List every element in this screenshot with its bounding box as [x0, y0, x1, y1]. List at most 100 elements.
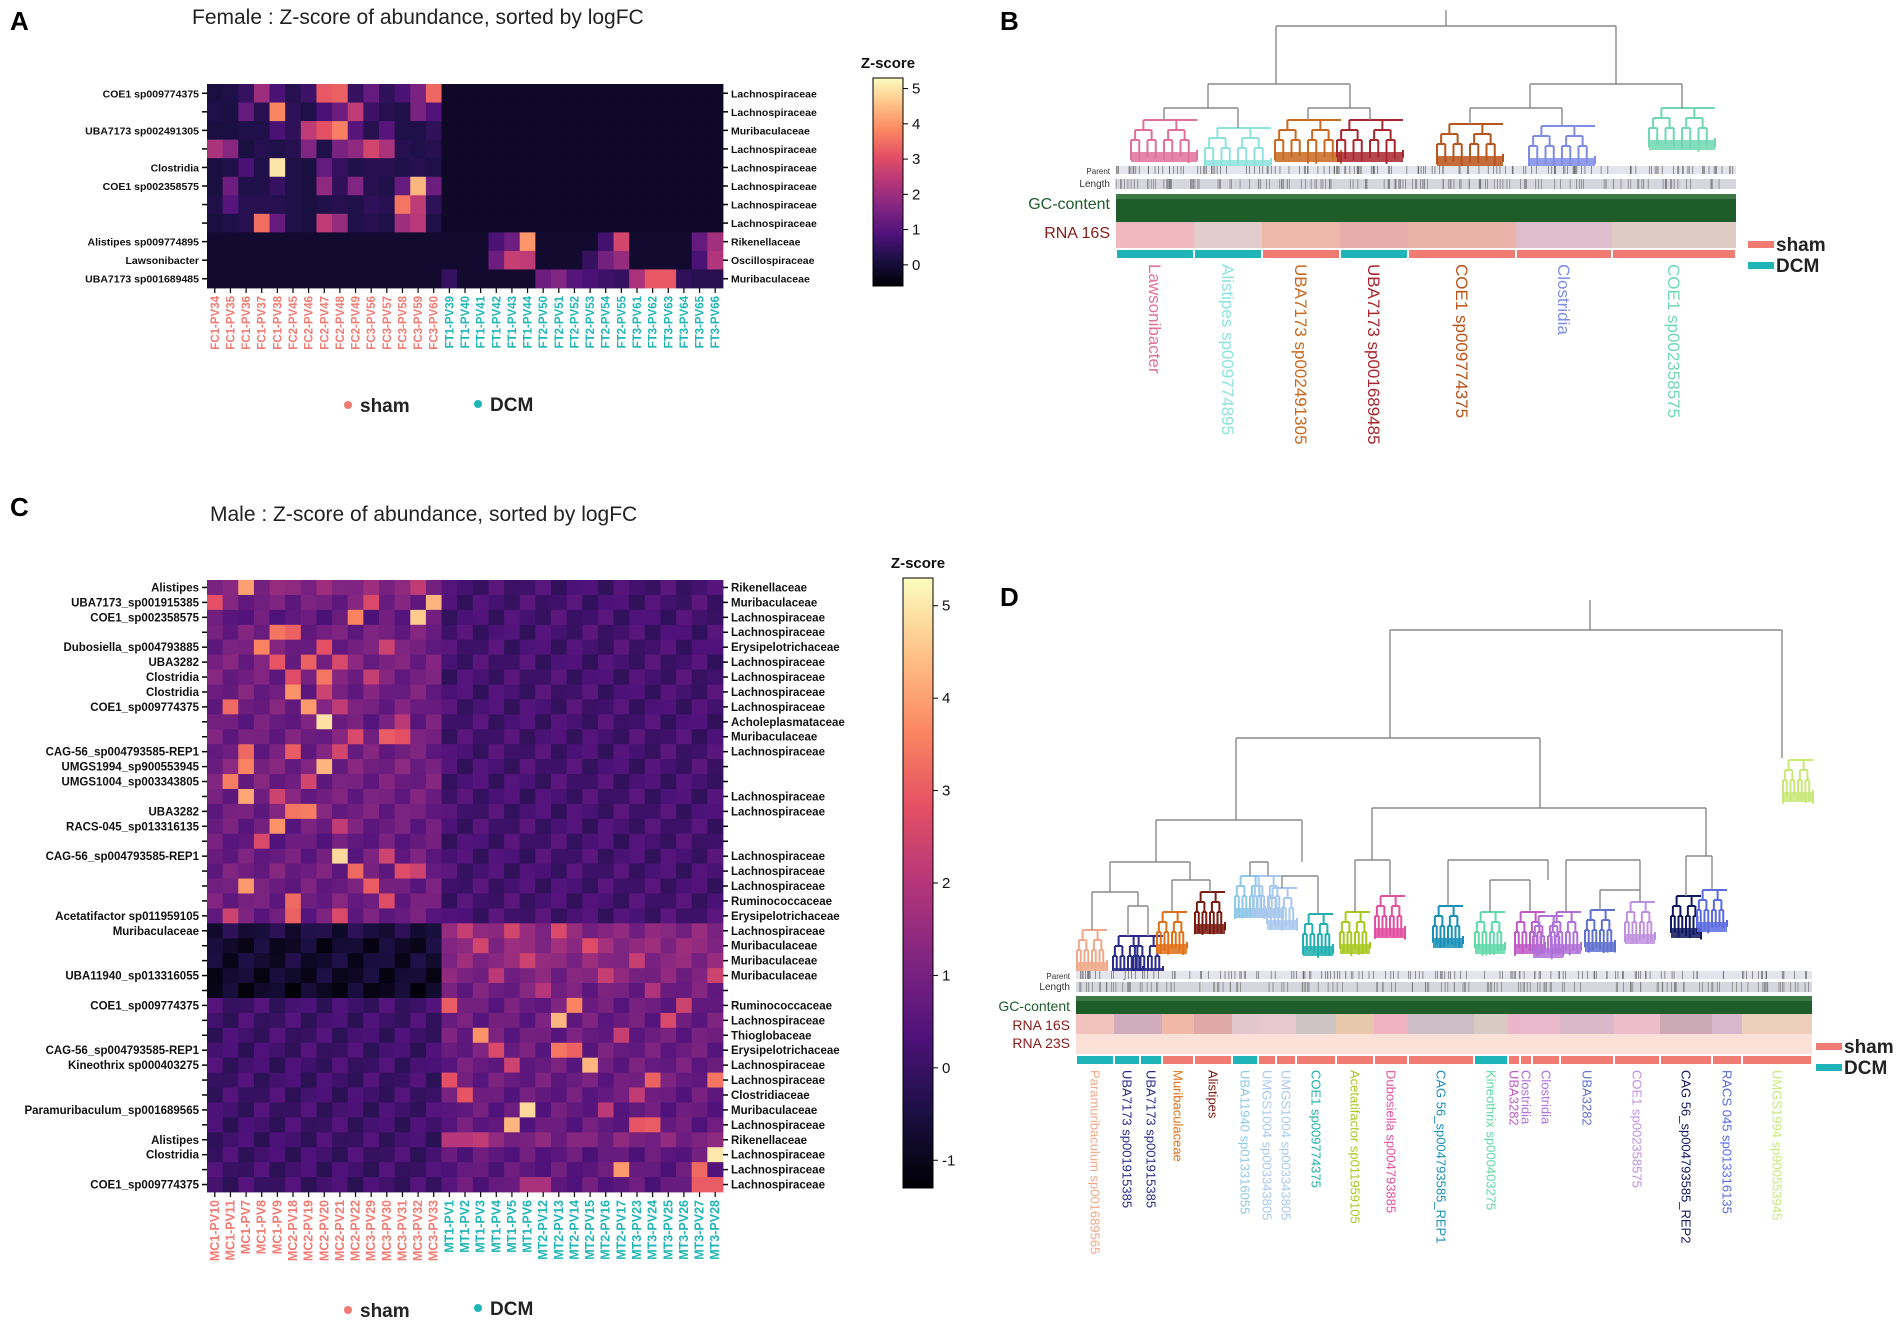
column-label: FC3-PV59 [413, 296, 425, 350]
leaf-mass [1551, 944, 1581, 954]
heatmap-cell [285, 669, 302, 685]
heatmap-cell [551, 624, 568, 641]
heatmap-cell [707, 863, 724, 879]
heatmap-cell [253, 699, 270, 715]
heatmap-cell [551, 1057, 568, 1073]
heatmap-cell [285, 908, 302, 924]
column-label: MC1-PV10 [208, 1200, 222, 1261]
heatmap-cell [566, 121, 583, 141]
heatmap-cell [597, 938, 614, 954]
heatmap-cell [222, 654, 239, 670]
heatmap-cell [676, 121, 693, 141]
heatmap-cell [707, 195, 724, 215]
heatmap-cell [519, 774, 536, 790]
heatmap-cell [519, 669, 536, 685]
heatmap-cell [519, 983, 536, 999]
leaf-mass [1625, 934, 1655, 944]
heatmap-cell [597, 609, 614, 626]
row-label-right: Muribaculaceae [731, 941, 817, 953]
heatmap-cell [410, 609, 427, 626]
heatmap-cell [535, 983, 552, 999]
heatmap-cell [394, 997, 411, 1014]
legend-sham-dot [344, 401, 352, 409]
row-label-right: Clostridiaceae [731, 1090, 810, 1102]
heatmap-cell [425, 1042, 442, 1059]
heatmap-cell [691, 1117, 708, 1133]
heatmap-cell [488, 714, 505, 730]
heatmap-cell [457, 121, 474, 141]
heatmap-cell [207, 818, 224, 835]
heatmap-cell [676, 1072, 693, 1088]
heatmap-cell [691, 1147, 708, 1163]
heatmap-cell [222, 863, 239, 879]
heatmap-cell [285, 1072, 302, 1088]
heatmap-cell [316, 818, 333, 835]
heatmap-cell [363, 953, 380, 969]
column-label: FT3-PV62 [648, 296, 660, 348]
row-label-right: Lachnospiraceae [731, 1150, 825, 1162]
heatmap-cell [551, 195, 568, 215]
heatmap-cell [457, 102, 474, 122]
heatmap-cell [676, 176, 693, 196]
heatmap-cell [379, 729, 396, 745]
heatmap-cell [691, 1012, 708, 1029]
heatmap-cell [425, 594, 442, 611]
colorbar-tick-label: 4 [912, 116, 920, 133]
heatmap-cell [207, 968, 224, 984]
heatmap-cell [238, 1072, 255, 1088]
row-label-left: CAG-56_sp004793585-REP1 [46, 747, 200, 759]
heatmap-cell [285, 1027, 302, 1044]
heatmap-cell [222, 1072, 239, 1088]
heatmap-cell [300, 594, 317, 611]
heatmap-cell [441, 624, 458, 641]
heatmap-cell [676, 729, 693, 745]
heatmap-cell [629, 1102, 646, 1118]
heatmap-cell [394, 759, 411, 775]
heatmap-cell [394, 774, 411, 790]
heatmap-cell [707, 213, 724, 233]
heatmap-cell [488, 121, 505, 141]
heatmap-cell [676, 818, 693, 835]
subtree-cluster [1194, 891, 1226, 935]
heatmap-cell [676, 232, 693, 252]
heatmap-cell [629, 818, 646, 835]
heatmap-cell [316, 1177, 333, 1193]
heatmap-cell [707, 997, 724, 1014]
heatmap-cell [644, 923, 661, 939]
heatmap-cell [488, 833, 505, 850]
heatmap-cell [441, 669, 458, 685]
heatmap-cell [410, 139, 427, 159]
heatmap-cell [566, 744, 583, 760]
heatmap-cell [597, 594, 614, 611]
rna-cluster-tint [1508, 1014, 1520, 1034]
heatmap-cell [394, 968, 411, 984]
heatmap-cell [269, 699, 286, 715]
rna-cluster-tint [1712, 1014, 1742, 1034]
heatmap-cell [472, 729, 489, 745]
heatmap-cell [410, 594, 427, 611]
heatmap-cell [676, 1012, 693, 1029]
heatmap-cell [347, 1087, 364, 1103]
heatmap-cell [551, 269, 568, 289]
heatmap-cell [363, 684, 380, 700]
heatmap-cell [519, 759, 536, 775]
heatmap-cell [238, 863, 255, 879]
heatmap-cell [316, 968, 333, 984]
heatmap-cell [597, 788, 614, 805]
heatmap-cell [488, 1117, 505, 1133]
heatmap-cell [410, 863, 427, 879]
row-label-left: COE1_sp002358575 [90, 612, 199, 624]
heatmap-cell [363, 102, 380, 122]
heatmap-cell [410, 654, 427, 670]
heatmap-cell [707, 580, 724, 596]
heatmap-cell [535, 1072, 552, 1088]
heatmap-cell [410, 1147, 427, 1163]
heatmap-cell [300, 1147, 317, 1163]
row-label-right: Lachnospiraceae [731, 1165, 825, 1177]
heatmap-cell [566, 176, 583, 196]
heatmap-cell [551, 968, 568, 984]
heatmap-cell [660, 863, 677, 879]
heatmap-cell [597, 84, 614, 103]
heatmap-cell [504, 176, 521, 196]
heatmap-cell [316, 803, 333, 820]
